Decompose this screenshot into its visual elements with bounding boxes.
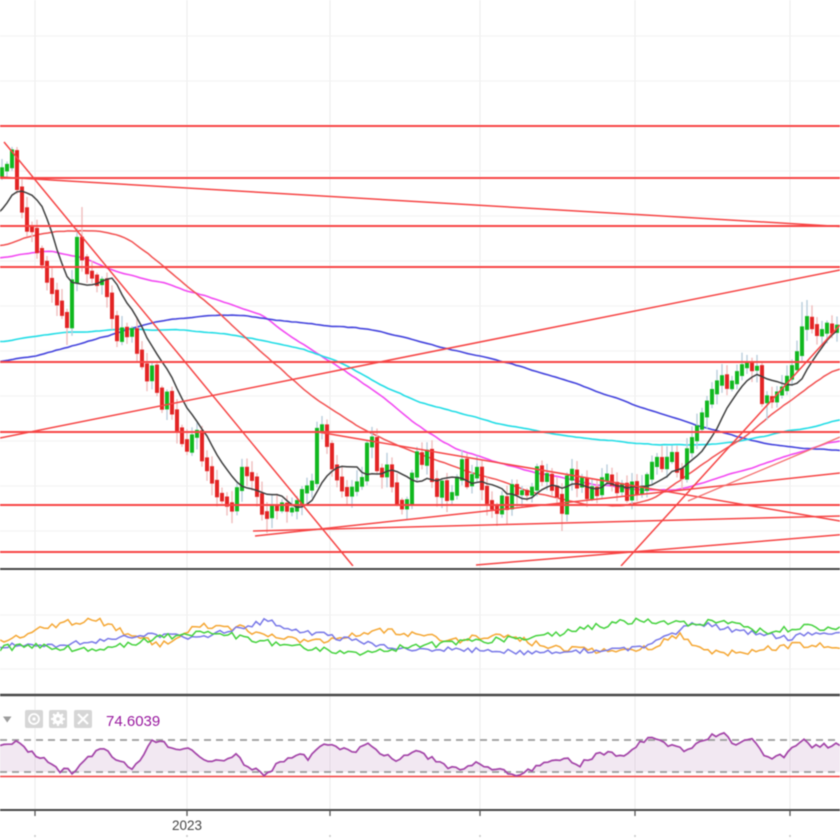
svg-text:74.6039: 74.6039 <box>106 713 160 730</box>
svg-text:2023: 2023 <box>172 818 202 833</box>
